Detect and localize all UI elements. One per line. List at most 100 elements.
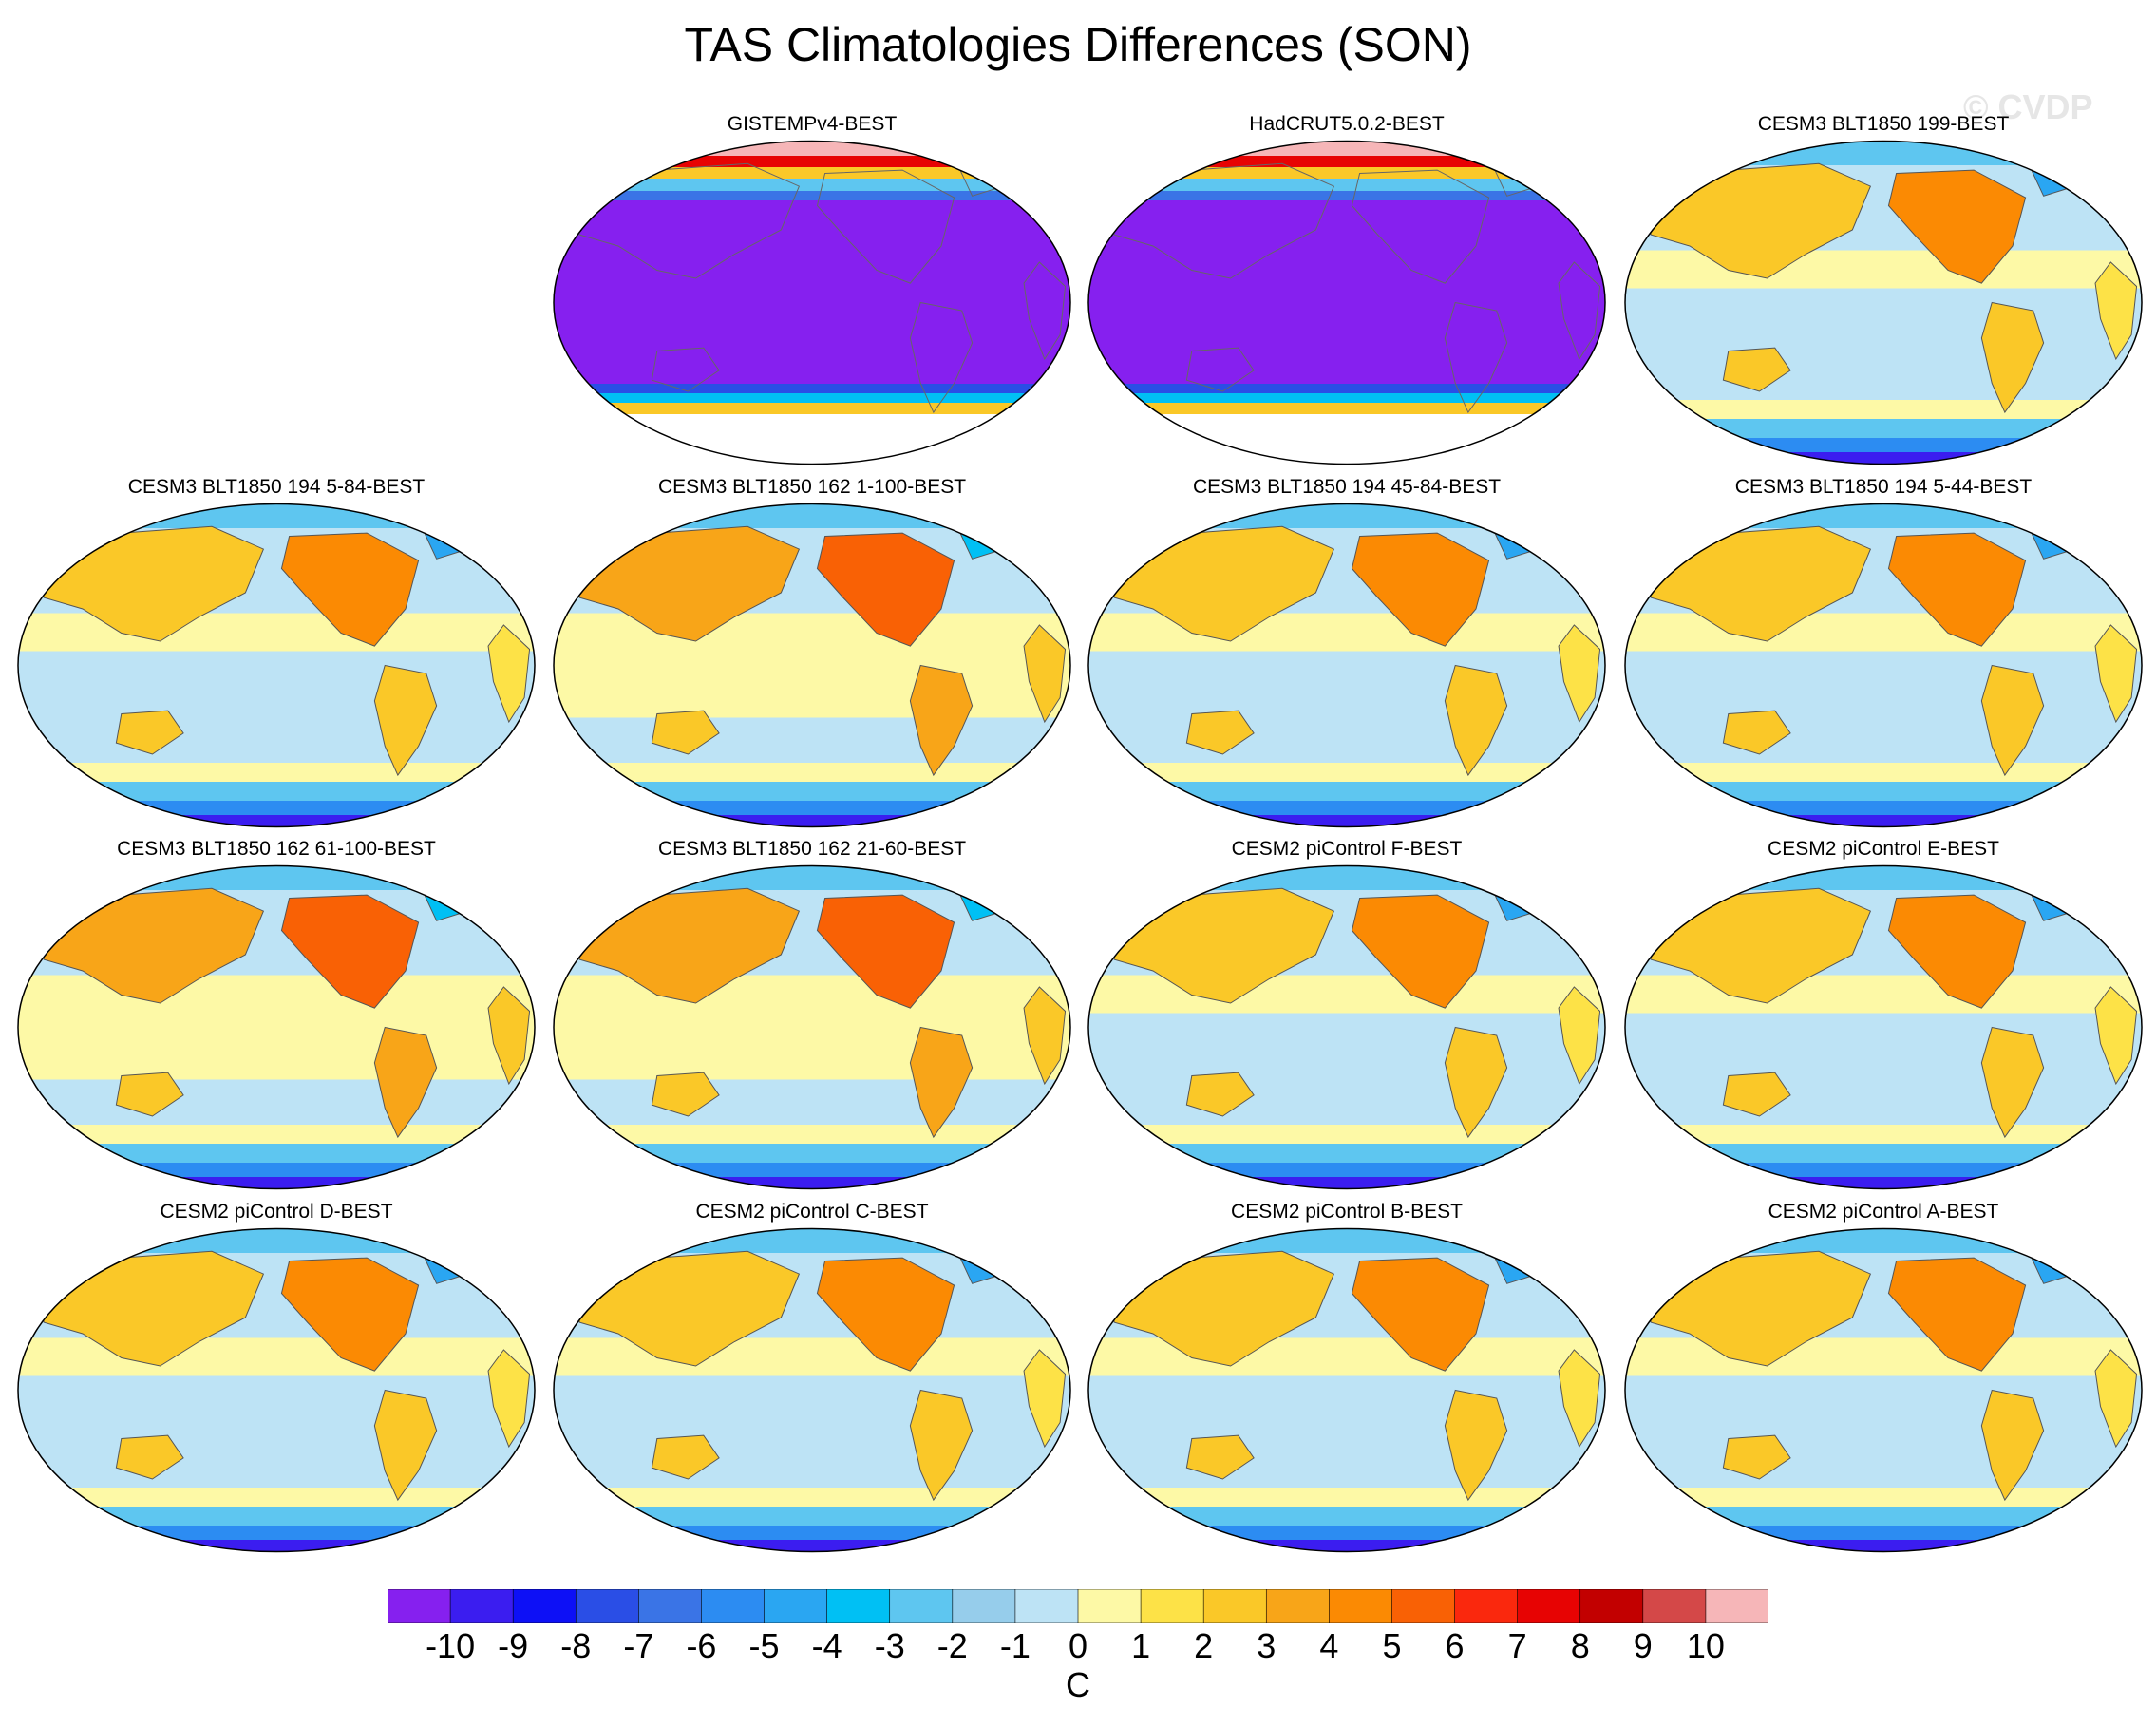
eurasia-land xyxy=(1645,1250,1872,1367)
australia-land xyxy=(1185,1434,1255,1480)
colorbar-swatch xyxy=(1265,1589,1331,1623)
panel-title: GISTEMPv4-BEST xyxy=(727,113,898,135)
southern-ocean-band xyxy=(1625,801,2142,815)
map-plot xyxy=(553,864,1071,1190)
map-outline xyxy=(553,503,1071,828)
colorbar-tick-label: -1 xyxy=(999,1626,1031,1665)
map-panel: CESM3 BLT1850 162 21-60-BEST xyxy=(543,837,1081,1196)
colorbar-swatch xyxy=(889,1589,954,1623)
map-field xyxy=(1088,1228,1605,1552)
antarctic-band xyxy=(554,414,1070,465)
southern-ocean-band xyxy=(554,1144,1070,1163)
map-plot xyxy=(553,140,1071,465)
southern-ocean-band xyxy=(18,763,535,782)
panel-title: CESM2 piControl C-BEST xyxy=(695,1201,929,1223)
tropical-band xyxy=(1625,1337,2142,1376)
map-field xyxy=(1625,503,2142,827)
southern-ocean-band xyxy=(1625,400,2142,419)
southern-ocean-band xyxy=(554,1125,1070,1144)
map-outline xyxy=(17,503,536,828)
colorbar-tick-label: 6 xyxy=(1445,1626,1465,1665)
colorbar-tick-label: 0 xyxy=(1068,1626,1088,1665)
map-outline xyxy=(17,1227,536,1553)
south-america-land xyxy=(1980,664,2045,777)
eurasia-land xyxy=(38,525,265,642)
colorbar-swatch xyxy=(1329,1589,1393,1623)
eurasia-land xyxy=(574,1250,801,1367)
southern-ocean-band xyxy=(1625,1488,2142,1507)
colorbar-swatch xyxy=(1140,1589,1204,1623)
map-field xyxy=(1088,141,1605,465)
map-field xyxy=(18,865,535,1189)
africa-land xyxy=(2094,1349,2138,1449)
map-plot xyxy=(17,503,536,828)
south-america-land xyxy=(1444,1026,1508,1139)
colorbar-tick-label: 3 xyxy=(1257,1626,1277,1665)
north-america-land xyxy=(1887,532,2027,647)
colorbar-swatch xyxy=(512,1589,577,1623)
map-field xyxy=(1625,1228,2142,1552)
watermark-logo: © CVDP xyxy=(1963,87,2093,126)
eurasia-land xyxy=(1645,887,1872,1004)
arctic-band xyxy=(1625,1228,2142,1253)
colorbar-swatch xyxy=(638,1589,703,1623)
panel-title: CESM3 BLT1850 162 21-60-BEST xyxy=(657,838,967,860)
north-america-land xyxy=(1887,1257,2027,1372)
eurasia-land xyxy=(1108,525,1335,642)
colorbar-tick-label: -5 xyxy=(748,1626,780,1665)
southern-ocean-band xyxy=(1625,419,2142,438)
australia-land xyxy=(115,710,184,755)
arctic-band xyxy=(1088,156,1605,167)
map-outline xyxy=(1624,140,2143,465)
colorbar-tick-label: -10 xyxy=(426,1626,476,1665)
map-plot xyxy=(1087,864,1606,1190)
australia-land xyxy=(1185,710,1255,755)
colorbar-swatch xyxy=(701,1589,766,1623)
colorbar-swatch xyxy=(1517,1589,1581,1623)
eurasia-land xyxy=(1108,1250,1335,1367)
arctic-band xyxy=(18,865,535,890)
colorbar-swatch xyxy=(575,1589,640,1623)
tropical-band xyxy=(1625,250,2142,289)
colorbar-swatch xyxy=(388,1589,451,1623)
panel-title: CESM3 BLT1850 194 5-44-BEST xyxy=(1734,476,2033,498)
australia-land xyxy=(651,1434,720,1480)
arctic-band xyxy=(554,167,1070,179)
south-america-land xyxy=(373,1026,438,1139)
north-america-land xyxy=(1351,1257,1490,1372)
map-plot xyxy=(1624,1227,2143,1553)
colorbar-swatch xyxy=(449,1589,514,1623)
southern-ocean-band xyxy=(18,1144,535,1163)
panel-title: CESM3 BLT1850 194 5-84-BEST xyxy=(127,476,426,498)
arctic-band xyxy=(1088,503,1605,528)
tropical-band xyxy=(18,1337,535,1376)
map-panel: CESM3 BLT1850 194 5-44-BEST xyxy=(1615,475,2152,834)
arctic-band xyxy=(1088,865,1605,890)
south-america-land xyxy=(909,664,974,777)
australia-land xyxy=(651,1072,720,1117)
map-panel: CESM3 BLT1850 194 5-84-BEST xyxy=(8,475,545,834)
north-america-land xyxy=(280,532,420,647)
southern-ocean-band xyxy=(18,1526,535,1540)
tropical-band xyxy=(1625,613,2142,652)
arctic-band xyxy=(554,191,1070,200)
colorbar-tick-label: 5 xyxy=(1382,1626,1402,1665)
south-america-land xyxy=(1980,301,2045,414)
panel-title: CESM3 BLT1850 199-BEST xyxy=(1757,113,2010,135)
australia-land xyxy=(1722,1434,1791,1480)
australia-land-outline xyxy=(651,347,720,392)
australia-land xyxy=(1722,710,1791,755)
eurasia-land xyxy=(1108,887,1335,1004)
australia-land xyxy=(115,1434,184,1480)
panel-title: CESM2 piControl E-BEST xyxy=(1768,838,1999,860)
map-outline xyxy=(1087,864,1606,1190)
tropical-band xyxy=(18,613,535,652)
north-america-land xyxy=(816,894,955,1009)
southern-ocean-band xyxy=(1088,1125,1605,1144)
map-outline xyxy=(1087,140,1606,465)
map-field xyxy=(1088,865,1605,1189)
southern-ocean-band xyxy=(1088,782,1605,801)
colorbar-tick-label: 10 xyxy=(1686,1626,1725,1665)
page-title: TAS Climatologies Differences (SON) xyxy=(684,18,1472,71)
africa-land xyxy=(2094,624,2138,724)
